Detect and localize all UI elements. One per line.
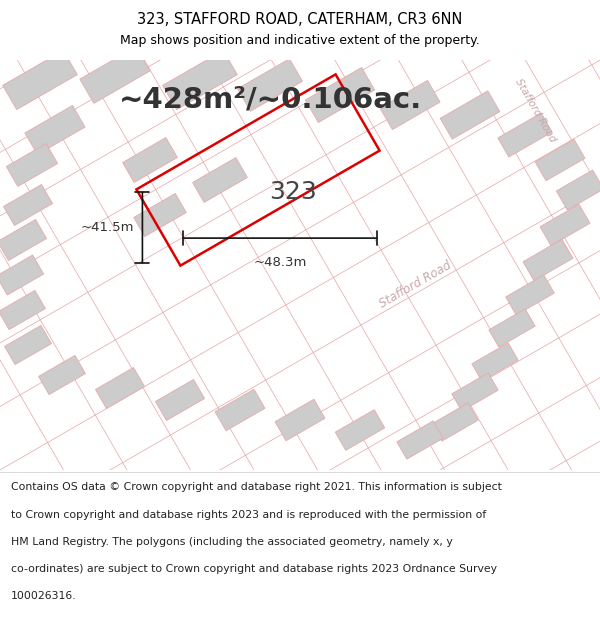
Text: co-ordinates) are subject to Crown copyright and database rights 2023 Ordnance S: co-ordinates) are subject to Crown copyr… [11, 564, 497, 574]
Polygon shape [556, 170, 600, 210]
Polygon shape [506, 275, 554, 315]
Polygon shape [498, 113, 552, 157]
Polygon shape [335, 409, 385, 451]
Text: Contains OS data © Crown copyright and database right 2021. This information is : Contains OS data © Crown copyright and d… [11, 482, 502, 492]
Polygon shape [2, 51, 77, 109]
Polygon shape [193, 158, 247, 202]
Text: Stafford Road: Stafford Road [513, 76, 557, 144]
Polygon shape [134, 194, 186, 236]
Text: ~48.3m: ~48.3m [253, 256, 307, 269]
Polygon shape [215, 389, 265, 431]
Polygon shape [397, 421, 443, 459]
Polygon shape [95, 368, 145, 409]
Polygon shape [7, 144, 58, 186]
Polygon shape [523, 239, 573, 281]
Text: 323: 323 [269, 180, 317, 204]
Polygon shape [0, 291, 46, 329]
Text: 100026316.: 100026316. [11, 591, 76, 601]
Text: Stafford Road: Stafford Road [377, 259, 454, 311]
Polygon shape [4, 184, 53, 226]
Text: HM Land Registry. The polygons (including the associated geometry, namely x, y: HM Land Registry. The polygons (includin… [11, 537, 452, 547]
Polygon shape [0, 219, 47, 261]
Polygon shape [155, 379, 205, 421]
Polygon shape [452, 373, 498, 411]
Polygon shape [472, 343, 518, 381]
Polygon shape [489, 309, 535, 347]
Polygon shape [80, 47, 150, 103]
Polygon shape [305, 68, 374, 122]
Polygon shape [440, 91, 500, 139]
Polygon shape [432, 403, 478, 441]
Polygon shape [5, 326, 52, 364]
Polygon shape [25, 106, 85, 154]
Polygon shape [380, 81, 440, 129]
Polygon shape [122, 138, 178, 182]
Polygon shape [275, 399, 325, 441]
Polygon shape [540, 204, 590, 246]
Polygon shape [38, 356, 85, 394]
Polygon shape [238, 59, 302, 111]
Text: ~41.5m: ~41.5m [81, 221, 134, 234]
Text: ~428m²/~0.106ac.: ~428m²/~0.106ac. [118, 86, 422, 114]
Text: to Crown copyright and database rights 2023 and is reproduced with the permissio: to Crown copyright and database rights 2… [11, 509, 486, 519]
Polygon shape [163, 51, 238, 109]
Text: 323, STAFFORD ROAD, CATERHAM, CR3 6NN: 323, STAFFORD ROAD, CATERHAM, CR3 6NN [137, 12, 463, 27]
Polygon shape [0, 255, 44, 295]
Polygon shape [535, 139, 585, 181]
Text: Map shows position and indicative extent of the property.: Map shows position and indicative extent… [120, 34, 480, 47]
